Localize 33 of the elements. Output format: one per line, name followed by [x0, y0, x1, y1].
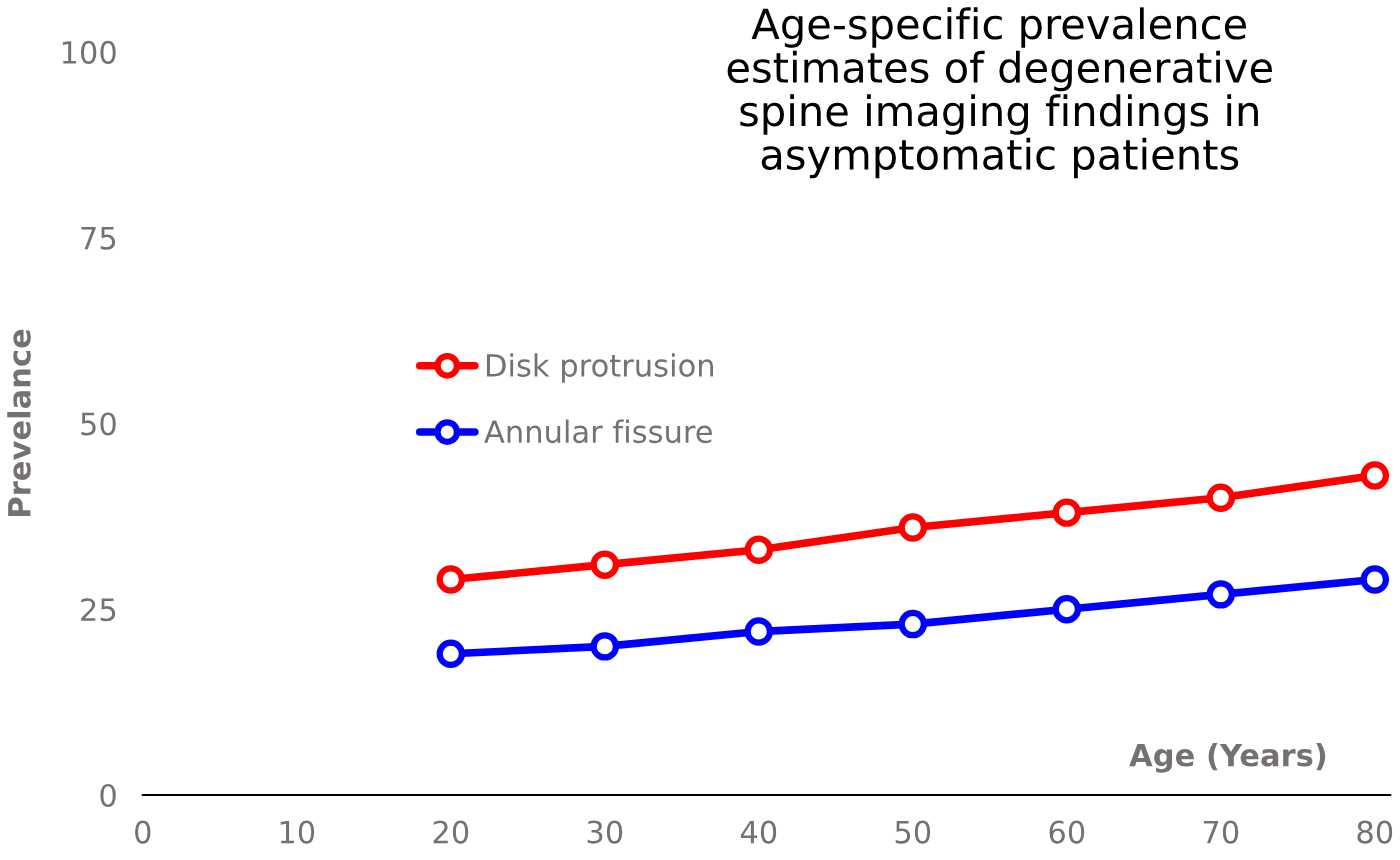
y-tick-label: 100 — [62, 40, 116, 64]
x-tick-label: 20 — [433, 820, 469, 844]
point — [590, 550, 620, 579]
point — [898, 609, 928, 639]
point — [436, 565, 466, 594]
point — [744, 535, 774, 565]
point — [590, 632, 620, 661]
point — [436, 639, 466, 669]
legend-label: Disk protrusion — [486, 353, 714, 383]
y-tick-label: 0 — [100, 783, 116, 808]
point — [744, 617, 774, 646]
point — [1360, 461, 1390, 490]
point — [1052, 594, 1082, 624]
x-tick-label: 10 — [280, 820, 315, 844]
y-tick-label: 25 — [81, 598, 116, 622]
point — [1206, 580, 1236, 609]
y-tick-label: 75 — [81, 227, 116, 250]
x-tick-label: 40 — [740, 820, 777, 844]
x-tick-label: 70 — [1203, 820, 1239, 844]
x-axis-title: Age (Years) — [1129, 742, 1326, 773]
y-tick-label: 50 — [81, 412, 116, 436]
point — [1206, 483, 1236, 513]
legend-label: Annular fissure — [484, 419, 712, 444]
point — [1360, 565, 1390, 594]
chart-title: Age-specific prevalence estimates of degenerative spine imaging findings in asymptomatic patients — [727, 7, 1272, 179]
x-tick-label: 60 — [1049, 820, 1085, 844]
point — [898, 513, 928, 542]
x-tick-label: 30 — [587, 820, 623, 844]
x-tick-label: 80 — [1357, 820, 1393, 844]
point — [1052, 498, 1082, 527]
x-tick-label: 50 — [895, 820, 931, 844]
y-axis-title: Prevelance — [7, 329, 31, 516]
x-tick-label: 0 — [135, 820, 151, 844]
